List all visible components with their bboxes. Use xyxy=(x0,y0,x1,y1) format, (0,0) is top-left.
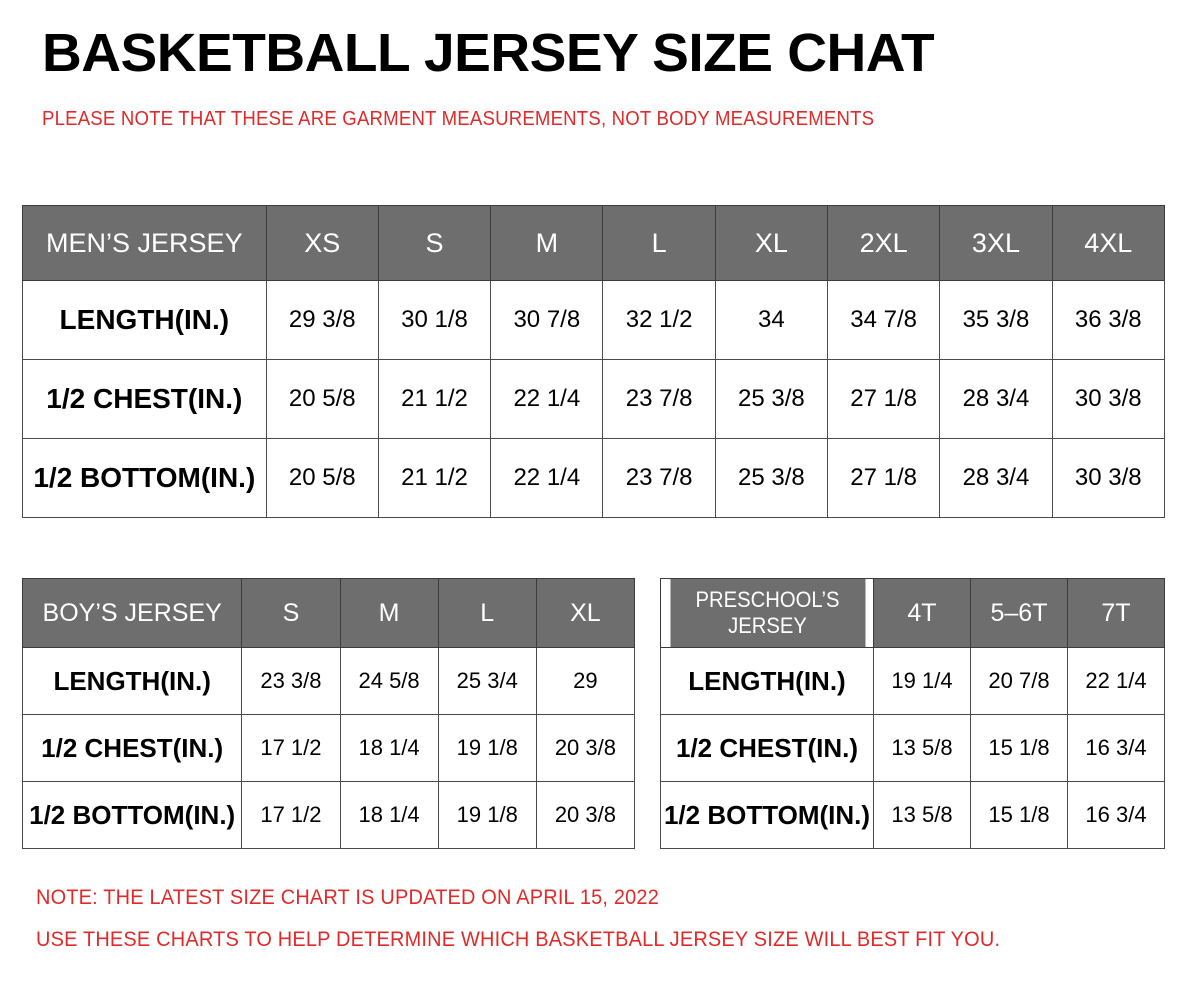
mens-row-label-bottom: 1/2 BOTTOM(IN.) xyxy=(22,438,267,518)
mens-chest-l: 23 7/8 xyxy=(602,359,716,439)
mens-bottom-l: 23 7/8 xyxy=(602,438,716,518)
mens-col-header-2xl: 2XL xyxy=(827,205,941,281)
preschool-row-label-bottom: 1/2 BOTTOM(IN.) xyxy=(660,781,874,849)
table-row: 1/2 CHEST(IN.) 17 1/2 18 1/4 19 1/8 20 3… xyxy=(21,714,636,782)
table-row: 1/2 BOTTOM(IN.) 17 1/2 18 1/4 19 1/8 20 … xyxy=(21,781,636,849)
boys-chest-m: 18 1/4 xyxy=(339,714,439,782)
mens-header-row: MEN’S JERSEY XS S M L XL 2XL 3XL 4XL xyxy=(22,205,1166,281)
preschool-bottom-7t: 16 3/4 xyxy=(1067,781,1165,849)
table-row: LENGTH(IN.) 29 3/8 30 1/8 30 7/8 32 1/2 … xyxy=(22,280,1166,360)
boys-col-header-xl: XL xyxy=(535,578,636,648)
mens-length-2xl: 34 7/8 xyxy=(827,280,941,360)
boys-col-header-s: S xyxy=(241,578,341,648)
mens-col-header-s: S xyxy=(377,205,492,281)
mens-col-header-xs: XS xyxy=(265,205,379,281)
mens-col-header-xl: XL xyxy=(714,205,829,281)
boys-bottom-l: 19 1/8 xyxy=(437,781,537,849)
preschool-bottom-4t: 13 5/8 xyxy=(873,781,971,849)
note-usage-instruction: USE THESE CHARTS TO HELP DETERMINE WHICH… xyxy=(36,928,1001,951)
boys-length-xl: 29 xyxy=(535,647,636,715)
preschool-col-header-4t: 4T xyxy=(873,578,971,648)
boys-bottom-m: 18 1/4 xyxy=(339,781,439,849)
mens-bottom-m: 22 1/4 xyxy=(490,438,604,518)
preschool-table-body: LENGTH(IN.) 19 1/4 20 7/8 22 1/4 1/2 CHE… xyxy=(660,647,1165,849)
boys-row-label-bottom: 1/2 BOTTOM(IN.) xyxy=(21,781,243,849)
mens-bottom-3xl: 28 3/4 xyxy=(939,438,1053,518)
mens-col-header-m: M xyxy=(490,205,604,281)
preschool-col-header-5-6t: 5–6T xyxy=(970,578,1068,648)
preschool-row-label-length: LENGTH(IN.) xyxy=(660,647,874,715)
boys-col-header-m: M xyxy=(339,578,439,648)
table-row: 1/2 BOTTOM(IN.) 20 5/8 21 1/2 22 1/4 23 … xyxy=(22,438,1166,518)
measurement-disclaimer: PLEASE NOTE THAT THESE ARE GARMENT MEASU… xyxy=(42,108,875,130)
preschool-chest-5-6t: 15 1/8 xyxy=(970,714,1068,782)
note-update-date: NOTE: THE LATEST SIZE CHART IS UPDATED O… xyxy=(36,886,660,909)
preschool-length-5-6t: 20 7/8 xyxy=(970,647,1068,715)
mens-jersey-size-table: MEN’S JERSEY XS S M L XL 2XL 3XL 4XL LEN… xyxy=(22,205,1166,518)
boys-bottom-s: 17 1/2 xyxy=(241,781,341,849)
preschool-row-label-chest: 1/2 CHEST(IN.) xyxy=(660,714,874,782)
preschool-length-7t: 22 1/4 xyxy=(1067,647,1165,715)
boys-chest-s: 17 1/2 xyxy=(241,714,341,782)
mens-length-xl: 34 xyxy=(714,280,829,360)
mens-bottom-xs: 20 5/8 xyxy=(265,438,379,518)
mens-table-head: MEN’S JERSEY XS S M L XL 2XL 3XL 4XL xyxy=(22,205,1166,281)
preschool-chest-7t: 16 3/4 xyxy=(1067,714,1165,782)
boys-length-l: 25 3/4 xyxy=(437,647,537,715)
page-title: BASKETBALL JERSEY SIZE CHAT xyxy=(42,23,935,83)
table-row: LENGTH(IN.) 23 3/8 24 5/8 25 3/4 29 xyxy=(21,647,636,715)
boys-row-label-length: LENGTH(IN.) xyxy=(21,647,243,715)
mens-bottom-xl: 25 3/8 xyxy=(714,438,829,518)
mens-col-header-4xl: 4XL xyxy=(1051,205,1166,281)
boys-bottom-xl: 20 3/8 xyxy=(535,781,636,849)
mens-chest-4xl: 30 3/8 xyxy=(1051,359,1166,439)
mens-bottom-2xl: 27 1/8 xyxy=(827,438,941,518)
mens-corner-header: MEN’S JERSEY xyxy=(22,205,267,281)
preschool-length-4t: 19 1/4 xyxy=(873,647,971,715)
table-row: 1/2 CHEST(IN.) 20 5/8 21 1/2 22 1/4 23 7… xyxy=(22,359,1166,439)
mens-col-header-3xl: 3XL xyxy=(939,205,1053,281)
boys-length-m: 24 5/8 xyxy=(339,647,439,715)
preschool-bottom-5-6t: 15 1/8 xyxy=(970,781,1068,849)
mens-chest-xs: 20 5/8 xyxy=(265,359,379,439)
mens-bottom-s: 21 1/2 xyxy=(377,438,492,518)
mens-chest-3xl: 28 3/4 xyxy=(939,359,1053,439)
table-row: 1/2 CHEST(IN.) 13 5/8 15 1/8 16 3/4 xyxy=(660,714,1165,782)
preschool-table-head: PRESCHOOL’S JERSEY 4T 5–6T 7T xyxy=(661,578,1165,648)
boys-table-head: BOY’S JERSEY S M L XL xyxy=(21,578,636,648)
mens-col-header-l: L xyxy=(602,205,716,281)
preschool-chest-4t: 13 5/8 xyxy=(873,714,971,782)
boys-chest-l: 19 1/8 xyxy=(437,714,537,782)
preschool-header-row: PRESCHOOL’S JERSEY 4T 5–6T 7T xyxy=(661,578,1165,648)
mens-length-l: 32 1/2 xyxy=(602,280,716,360)
preschool-corner-header: PRESCHOOL’S JERSEY xyxy=(668,578,866,648)
mens-length-3xl: 35 3/8 xyxy=(939,280,1053,360)
boys-col-header-l: L xyxy=(437,578,537,648)
mens-length-s: 30 1/8 xyxy=(377,280,492,360)
mens-table-body: LENGTH(IN.) 29 3/8 30 1/8 30 7/8 32 1/2 … xyxy=(22,280,1166,518)
preschool-jersey-size-table: PRESCHOOL’S JERSEY 4T 5–6T 7T LENGTH(IN.… xyxy=(660,578,1165,849)
mens-length-4xl: 36 3/8 xyxy=(1051,280,1166,360)
boys-header-row: BOY’S JERSEY S M L XL xyxy=(21,578,636,648)
mens-bottom-4xl: 30 3/8 xyxy=(1051,438,1166,518)
mens-chest-m: 22 1/4 xyxy=(490,359,604,439)
mens-chest-s: 21 1/2 xyxy=(377,359,492,439)
boys-table-body: LENGTH(IN.) 23 3/8 24 5/8 25 3/4 29 1/2 … xyxy=(21,647,636,849)
preschool-col-header-7t: 7T xyxy=(1067,578,1165,648)
table-row: 1/2 BOTTOM(IN.) 13 5/8 15 1/8 16 3/4 xyxy=(660,781,1165,849)
mens-length-xs: 29 3/8 xyxy=(265,280,379,360)
mens-chest-xl: 25 3/8 xyxy=(714,359,829,439)
boys-length-s: 23 3/8 xyxy=(241,647,341,715)
mens-row-label-chest: 1/2 CHEST(IN.) xyxy=(22,359,267,439)
table-row: LENGTH(IN.) 19 1/4 20 7/8 22 1/4 xyxy=(660,647,1165,715)
mens-row-label-length: LENGTH(IN.) xyxy=(22,280,267,360)
mens-length-m: 30 7/8 xyxy=(490,280,604,360)
boys-jersey-size-table: BOY’S JERSEY S M L XL LENGTH(IN.) 23 3/8… xyxy=(21,578,636,849)
boys-corner-header: BOY’S JERSEY xyxy=(21,578,243,648)
boys-chest-xl: 20 3/8 xyxy=(535,714,636,782)
boys-row-label-chest: 1/2 CHEST(IN.) xyxy=(21,714,243,782)
mens-chest-2xl: 27 1/8 xyxy=(827,359,941,439)
